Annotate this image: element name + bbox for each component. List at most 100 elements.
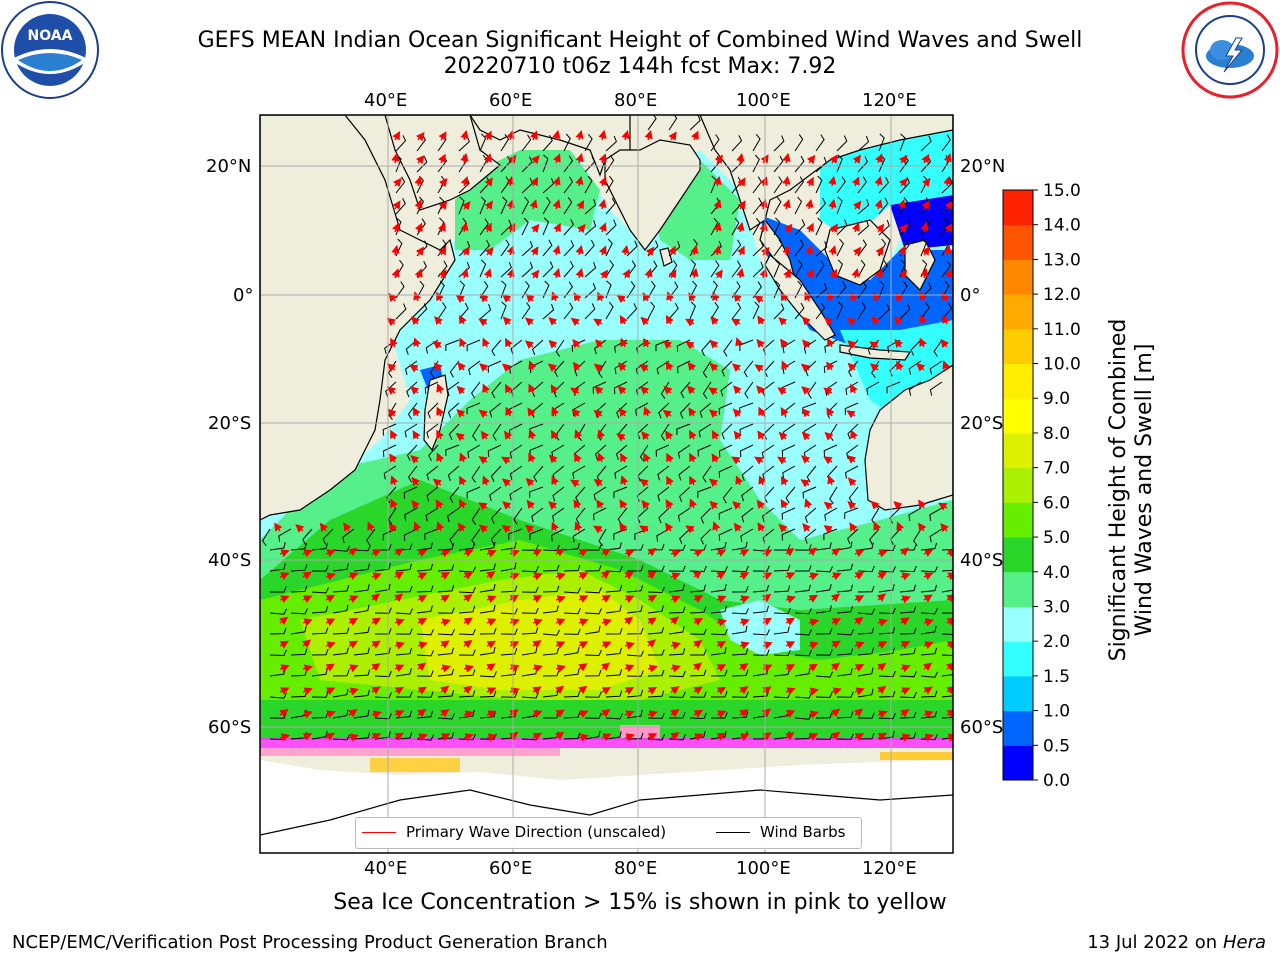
- wave-direction-arrow: [942, 291, 950, 302]
- wind-barb: [592, 507, 607, 521]
- wave-direction-arrow: [483, 268, 492, 279]
- wave-direction-arrow: [302, 639, 312, 649]
- wind-barb: [815, 217, 823, 236]
- wave-direction-arrow: [852, 246, 862, 256]
- wind-barb: [374, 563, 391, 572]
- wind-barb: [269, 608, 288, 615]
- wind-barb: [605, 566, 623, 573]
- wind-barb: [773, 585, 791, 593]
- wave-direction-arrow: [670, 732, 680, 741]
- wave-direction-arrow: [597, 291, 605, 302]
- wind-barb: [374, 692, 392, 699]
- wave-direction-arrow: [463, 733, 474, 742]
- wind-barb: [878, 197, 889, 215]
- wind-barb: [584, 730, 601, 740]
- wind-barb: [731, 135, 743, 152]
- wind-barb: [647, 565, 665, 572]
- wave-direction-arrow: [532, 549, 543, 557]
- wind-barb: [479, 627, 497, 635]
- wind-barb: [721, 423, 733, 440]
- wave-direction-arrow: [647, 547, 657, 557]
- wind-barb: [836, 154, 843, 173]
- wind-barb: [374, 607, 392, 614]
- wind-barb: [655, 444, 670, 457]
- wave-direction-arrow: [551, 429, 559, 440]
- wave-direction-arrow: [690, 244, 699, 256]
- wave-direction-arrow: [946, 686, 953, 695]
- colorbar-tick-label: 7.0: [1043, 459, 1070, 479]
- wind-barb: [857, 281, 867, 299]
- colorbar-tick-label: 1.5: [1043, 667, 1070, 687]
- wind-barb: [584, 303, 596, 320]
- wind-barb: [899, 627, 917, 635]
- wind-barb: [718, 444, 733, 458]
- wind-barb: [741, 465, 754, 481]
- wind-barb: [668, 648, 686, 656]
- wind-barb: [836, 541, 853, 551]
- wave-direction-arrow: [946, 549, 953, 557]
- wave-direction-arrow: [875, 268, 883, 279]
- wave-direction-arrow: [302, 595, 313, 603]
- wind-barb: [723, 339, 733, 357]
- wave-direction-arrow: [708, 387, 718, 396]
- wind-barb: [584, 608, 602, 615]
- wave-direction-arrow: [716, 595, 727, 604]
- wave-direction-arrow: [486, 687, 497, 695]
- wind-barb: [605, 280, 612, 299]
- wave-direction-arrow: [601, 687, 612, 695]
- wave-direction-arrow: [923, 641, 934, 650]
- wave-direction-arrow: [484, 200, 493, 210]
- wind-barb: [542, 261, 554, 278]
- wind-barb: [489, 402, 502, 418]
- wind-barb: [700, 507, 712, 524]
- wind-barb: [563, 646, 580, 656]
- wave-direction-arrow: [802, 523, 811, 533]
- wind-barb: [466, 402, 481, 415]
- wind-barb: [395, 668, 412, 677]
- wind-barb: [563, 564, 581, 572]
- wind-barb: [458, 542, 475, 551]
- wave-direction-arrow: [665, 499, 674, 509]
- wave-direction-arrow: [412, 430, 421, 440]
- wind-barb: [815, 627, 833, 635]
- wave-direction-arrow: [823, 501, 833, 511]
- wind-barb: [741, 486, 754, 502]
- wind-barb: [270, 586, 287, 593]
- wind-barb: [353, 584, 370, 593]
- wave-direction-arrow: [871, 315, 880, 326]
- wave-direction-arrow: [624, 664, 635, 673]
- colorbar-tick-label: 12.0: [1043, 285, 1081, 305]
- wave-direction-arrow: [486, 710, 497, 719]
- wave-direction-arrow: [739, 595, 750, 604]
- wave-direction-arrow: [665, 430, 674, 440]
- wind-barb: [458, 628, 476, 636]
- wind-barb: [941, 654, 953, 657]
- wave-direction-arrow: [854, 616, 864, 626]
- wave-direction-arrow: [946, 733, 953, 742]
- wave-direction-arrow: [597, 452, 606, 463]
- wave-direction-arrow: [530, 176, 539, 187]
- wave-direction-arrow: [550, 384, 559, 394]
- wave-direction-arrow: [870, 363, 880, 372]
- wind-barb: [920, 625, 937, 635]
- wave-direction-arrow: [601, 733, 612, 742]
- wave-direction-arrow: [394, 686, 405, 695]
- wave-direction-arrow: [456, 385, 466, 395]
- wind-barb: [605, 605, 622, 614]
- wave-direction-arrow: [507, 222, 516, 233]
- wind-barb: [584, 565, 602, 572]
- wave-direction-arrow: [827, 337, 835, 348]
- sea-ice-band: [260, 725, 953, 772]
- wind-barb: [437, 607, 455, 614]
- wave-direction-arrow: [348, 640, 359, 649]
- wind-barb: [592, 381, 607, 394]
- wave-direction-arrow: [780, 475, 789, 486]
- wind-barb: [407, 402, 418, 420]
- wind-barb: [416, 670, 434, 677]
- wind-barb: [531, 507, 544, 523]
- wave-direction-arrow: [348, 664, 359, 673]
- wave-direction-arrow: [463, 639, 473, 649]
- wind-barb: [584, 691, 602, 698]
- wave-direction-arrow: [919, 314, 928, 325]
- wind-barb: [374, 647, 391, 656]
